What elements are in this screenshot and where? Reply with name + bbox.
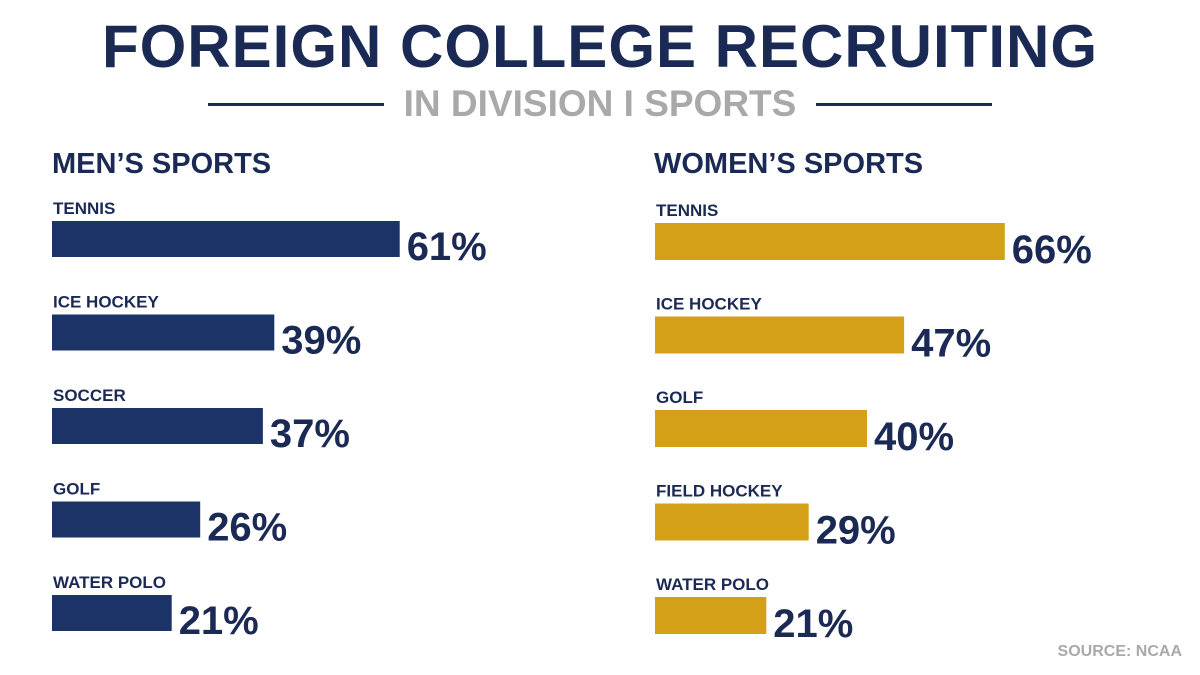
mens-value-label-golf: 26% [207,506,287,550]
mens-value-label-water-polo: 21% [179,599,259,643]
chart-title: FOREIGN COLLEGE RECRUITING [101,13,1099,80]
womens-category-label-tennis: TENNIS [656,201,718,220]
womens-value-label-tennis: 66% [1012,228,1092,272]
mens-category-label-water-polo: WATER POLO [53,573,166,592]
womens-bar-field-hockey [655,503,809,541]
womens-category-label-field-hockey: FIELD HOCKEY [656,482,783,501]
womens-category-label-water-polo: WATER POLO [656,575,769,594]
mens-value-label-tennis: 61% [407,225,487,269]
womens-category-label-golf: GOLF [656,388,703,407]
mens-value-label-ice-hockey: 39% [281,319,361,363]
womens-bar-golf [655,410,867,447]
mens-bar-chart: TENNIS 61% ICE HOCKEY 39% SOCCER 37% GOLF 26% WA… [52,199,487,643]
womens-bar-water-polo [655,597,767,634]
womens-bar-ice-hockey [655,316,905,354]
womens-value-label-ice-hockey: 47% [911,322,991,366]
chart-subtitle: IN DIVISION I SPORTS [403,83,797,124]
mens-category-label-tennis: TENNIS [53,199,115,218]
mens-category-label-soccer: SOCCER [53,386,126,405]
womens-value-label-field-hockey: 29% [816,509,896,553]
source-note: SOURCE: NCAA [1057,643,1182,660]
mens-value-label-soccer: 37% [270,412,350,456]
mens-sports-title: MEN’S SPORTS [52,148,272,180]
mens-category-label-golf: GOLF [53,480,100,499]
mens-bar-ice-hockey [52,314,275,351]
subtitle-rule-left [208,103,384,106]
subtitle-rule-right [816,103,992,106]
womens-category-label-ice-hockey: ICE HOCKEY [656,295,762,314]
mens-bar-golf [52,501,201,538]
womens-sports-title: WOMEN’S SPORTS [654,148,924,180]
mens-category-label-ice-hockey: ICE HOCKEY [53,293,159,312]
mens-bar-water-polo [52,595,172,631]
mens-bar-soccer [52,408,263,444]
womens-bar-chart: TENNIS 66% ICE HOCKEY 47% GOLF 40% FIELD HOCKE… [655,201,1092,646]
womens-value-label-golf: 40% [874,415,954,459]
womens-value-label-water-polo: 21% [773,602,853,646]
subtitle-row: IN DIVISION I SPORTS [0,82,1200,126]
womens-bar-tennis [655,223,1005,260]
mens-bar-tennis [52,221,400,257]
